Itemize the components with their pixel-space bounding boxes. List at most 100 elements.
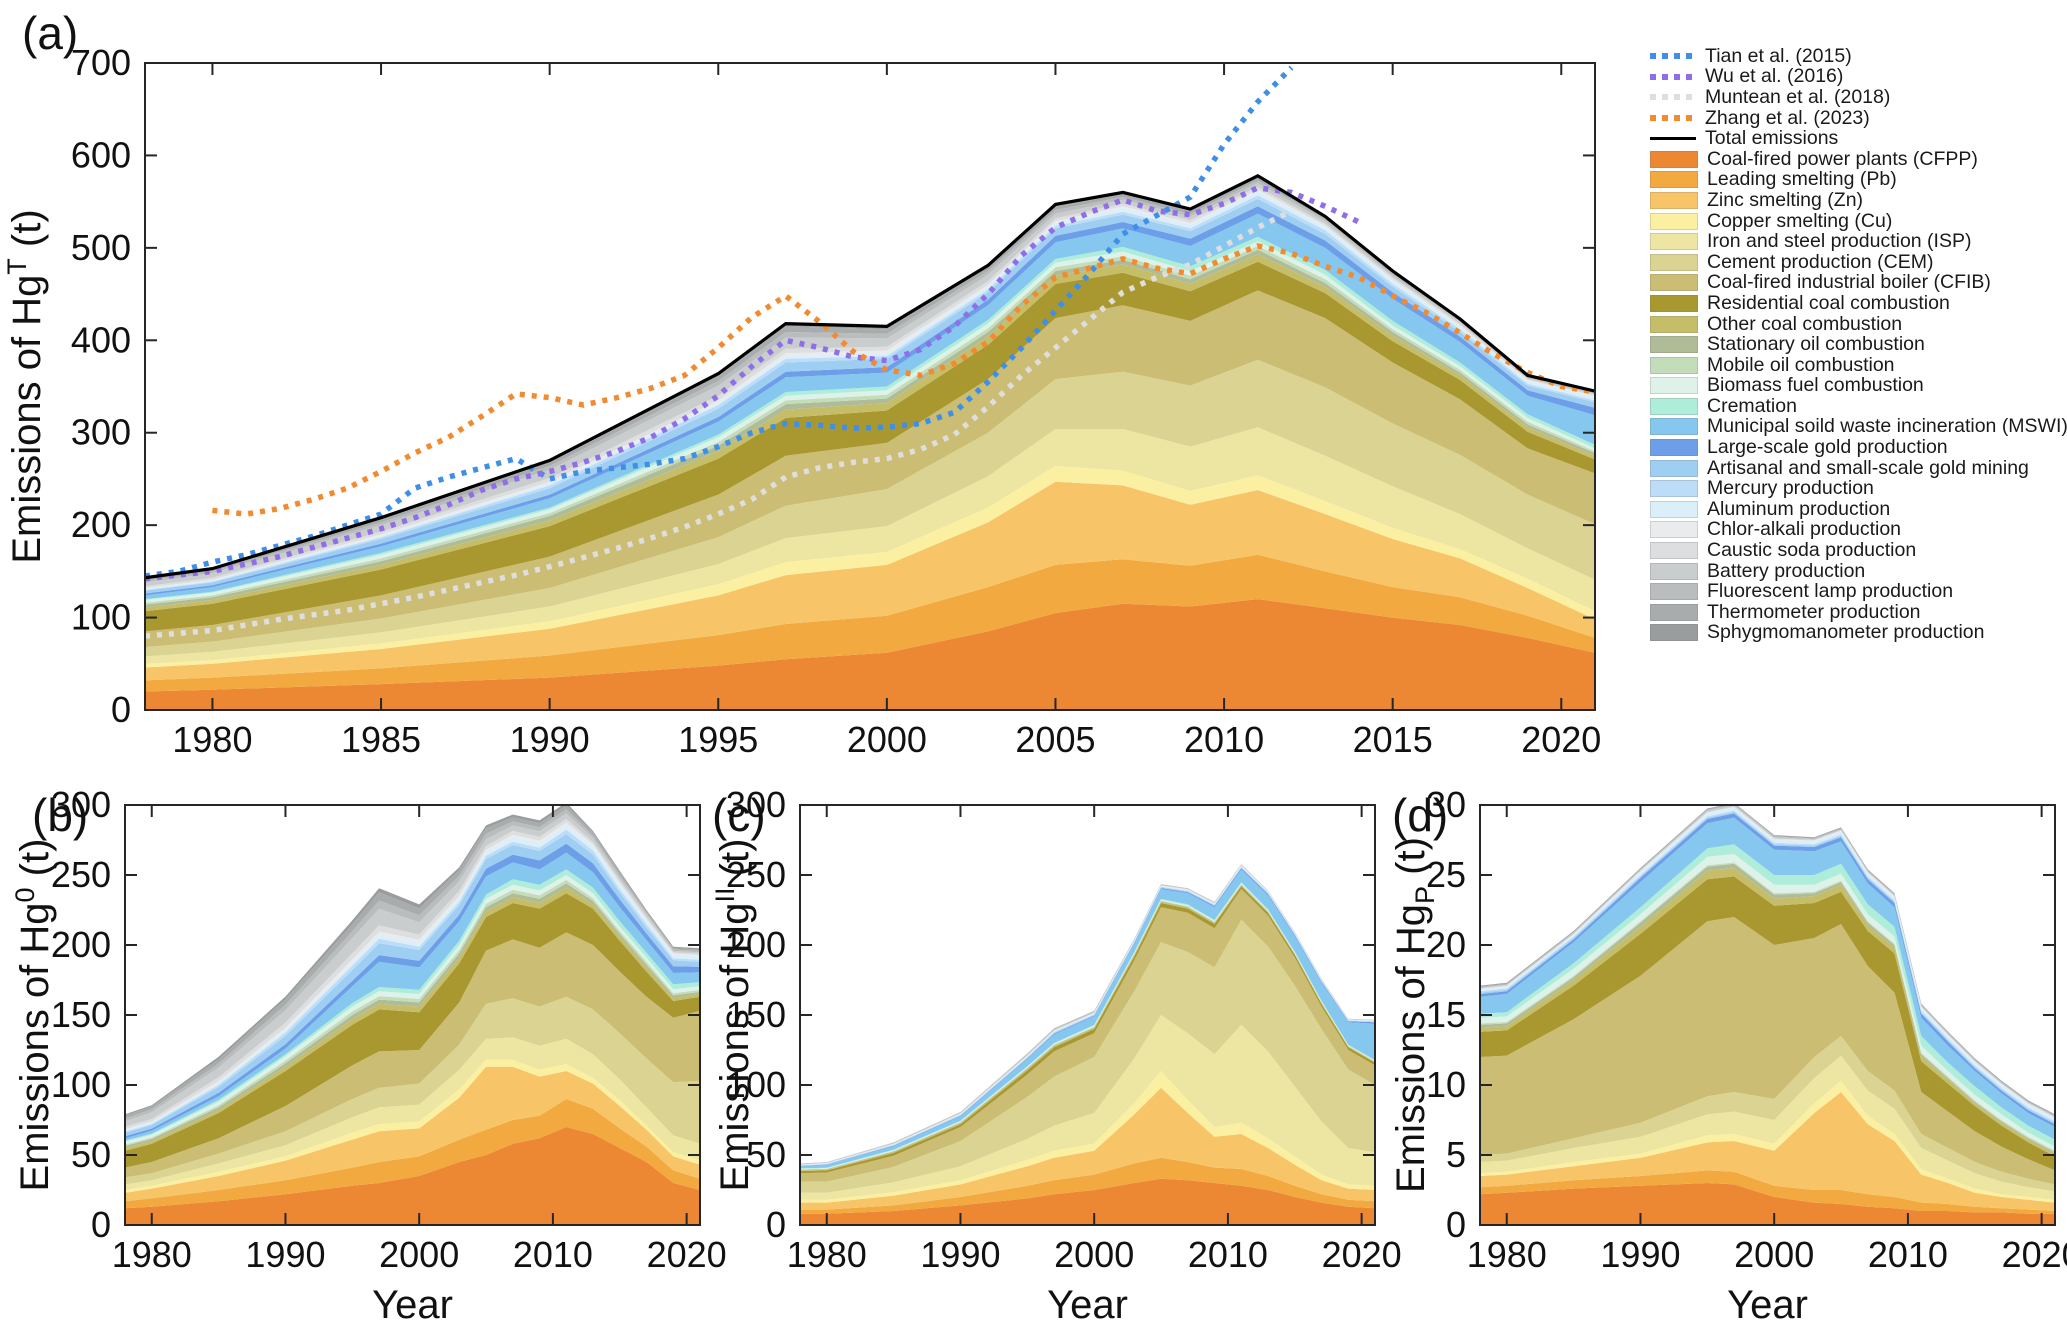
- legend-item-sphygmo: Sphygmomanometer production: [1650, 621, 2065, 644]
- legend-label: Large-scale gold production: [1707, 436, 1948, 459]
- panel-a-letter: (a): [22, 7, 79, 59]
- legend-dotted-line-swatch: [1650, 115, 1696, 122]
- legend-item-other_coal: Other coal combustion: [1650, 313, 2065, 335]
- panel-c-xtick-label: 2000: [1054, 1234, 1134, 1275]
- area-c-zn: [800, 1087, 1375, 1210]
- panel-b-ytick-label: 50: [71, 1134, 111, 1175]
- panel-b-ytick-label: 100: [51, 1064, 111, 1105]
- panel-c-xtick-label: 2020: [1322, 1234, 1402, 1275]
- panel-b-x-axis-title: Year: [372, 1283, 453, 1327]
- legend-item-chlor: Chlor-alkali production: [1650, 518, 2065, 541]
- panel-d-plot: 1980 1990 2000 2010 2020 0 5 10 15 20 25 30 Emission…: [1389, 784, 2067, 1327]
- panel-b-plot: 1980 1990 2000 2010 2020 0 50 100 150 200 250 300 Em…: [10, 784, 727, 1327]
- panel-d-xtick-label: 1990: [1600, 1234, 1680, 1275]
- area-b-battery: [125, 813, 700, 1127]
- legend-color-swatch: [1650, 336, 1698, 354]
- legend-dotted-line-swatch: [1650, 73, 1696, 80]
- panel-c-y-axis-title: Emissions of HgII​ (t): [710, 839, 757, 1192]
- legend-item-cfib: Coal-fired industrial boiler (CFIB): [1650, 271, 2065, 294]
- legend-item-mswi: Municipal soild waste incineration (MSWI…: [1650, 415, 2067, 438]
- panel-a-ytick-label: 200: [71, 504, 131, 545]
- area-d-res: [1480, 876, 2055, 1171]
- area-a-cfib: [145, 290, 1595, 648]
- panel-d-ytick-label: 20: [1426, 924, 1466, 965]
- legend-label: Caustic soda production: [1707, 539, 1917, 562]
- panel-a-ytick-label: 100: [71, 597, 131, 638]
- area-b-zn: [125, 1066, 700, 1202]
- area-d-cem: [1480, 1036, 2055, 1192]
- area-d-mswi: [1480, 817, 2055, 1140]
- legend-item-isp: Iron and steel production (ISP): [1650, 230, 2065, 253]
- legend-label: Thermometer production: [1707, 600, 1921, 623]
- legend-item-asgm: Artisanal and small-scale gold mining: [1650, 457, 2065, 479]
- legend-color-swatch: [1650, 171, 1698, 189]
- area-a-zn: [145, 481, 1595, 681]
- area-a-res: [145, 261, 1595, 632]
- legend-color-swatch: [1650, 439, 1698, 457]
- area-a-cem: [145, 359, 1595, 657]
- panel-a-xtick-label: 1980: [172, 719, 252, 760]
- panel-b-ytick-label: 0: [91, 1204, 111, 1245]
- legend-label: Chlor-alkali production: [1707, 518, 1902, 541]
- legend-label: Cement production (CEM): [1707, 250, 1934, 273]
- area-b-fluor: [125, 809, 700, 1122]
- panel-a-xtick-label: 1985: [341, 719, 421, 760]
- legend-color-swatch: [1650, 521, 1698, 539]
- area-d-cfib: [1480, 917, 2055, 1185]
- legend-label: Municipal soild waste incineration (MSWI…: [1707, 415, 2067, 438]
- legend-label: Total emissions: [1705, 127, 1839, 150]
- legend-item-pb: Leading smelting (Pb): [1650, 168, 2065, 190]
- legend-color-swatch: [1650, 418, 1698, 436]
- area-b-thermo: [125, 805, 700, 1119]
- area-a-cfpp: [145, 599, 1595, 710]
- panel-c-xtick-label: 1990: [920, 1234, 1000, 1275]
- area-c-cem: [800, 919, 1375, 1193]
- panel-c-ytick-label: 50: [746, 1134, 786, 1175]
- panel-a-xtick-label: 1995: [678, 719, 758, 760]
- panel-d-ytick-label: 30: [1426, 784, 1466, 825]
- legend-label: Residential coal combustion: [1707, 291, 1950, 314]
- panel-c-ytick-label: 200: [726, 924, 786, 965]
- panel-a-xtick-label: 2015: [1353, 719, 1433, 760]
- legend-color-swatch: [1650, 624, 1698, 642]
- panel-d-ytick-label: 10: [1426, 1064, 1466, 1105]
- legend-label: Biomass fuel combustion: [1707, 374, 1924, 397]
- legend-color-swatch: [1650, 253, 1698, 271]
- legend-label: Battery production: [1707, 559, 1866, 582]
- panel-a-ytick-label: 300: [71, 412, 131, 453]
- legend-label: Coal-fired power plants (CFPP): [1707, 147, 1978, 170]
- area-a-thermo: [145, 177, 1595, 581]
- legend-label: Mercury production: [1707, 477, 1874, 500]
- area-b-cfpp: [125, 1127, 700, 1225]
- panel-a-y-axis-title: Emissions of HgT​ (t): [2, 209, 49, 563]
- panel-a-xtick-label: 2020: [1521, 719, 1601, 760]
- legend-color-swatch: [1650, 542, 1698, 560]
- legend-label: Fluorescent lamp production: [1707, 580, 1954, 603]
- legend-item-caustic: Caustic soda production: [1650, 539, 2065, 562]
- panel-b-ytick-label: 250: [51, 854, 111, 895]
- legend-color-swatch: [1650, 603, 1698, 621]
- legend-label: Sphygmomanometer production: [1707, 621, 1985, 644]
- legend-label: Iron and steel production (ISP): [1707, 230, 1972, 253]
- legend-item-cfpp: Coal-fired power plants (CFPP): [1650, 147, 2065, 170]
- panel-c-xtick-label: 1980: [787, 1234, 867, 1275]
- legend-item-thermo: Thermometer production: [1650, 600, 2065, 623]
- legend-item-muntean: Muntean et al. (2018): [1650, 86, 2065, 108]
- panel-d-xtick-label: 1980: [1467, 1234, 1547, 1275]
- area-d-isp: [1480, 1055, 2055, 1200]
- legend-label: Copper smelting (Cu): [1707, 209, 1893, 232]
- legend: Tian et al. (2015) Wu et al. (2016) Muntea…: [1650, 44, 2067, 644]
- panel-d-ytick-label: 25: [1426, 854, 1466, 895]
- legend-item-aluminum: Aluminum production: [1650, 498, 2065, 520]
- legend-label: Coal-fired industrial boiler (CFIB): [1707, 271, 1991, 294]
- legend-item-wu: Wu et al. (2016): [1650, 65, 2065, 87]
- panel-a-ytick-label: 600: [71, 134, 131, 175]
- panel-d-y-axis-title: Emissions of HgP​ (t): [1389, 837, 1440, 1193]
- area-b-cu: [125, 1059, 700, 1193]
- panel-d-ytick-label: 5: [1446, 1134, 1466, 1175]
- panel-d-letter: (d): [1392, 789, 1449, 841]
- panel-c-ytick-label: 300: [726, 784, 786, 825]
- area-b-cfib: [125, 932, 700, 1178]
- legend-label: Tian et al. (2015): [1705, 44, 1852, 67]
- panel-b-ytick-label: 150: [51, 994, 111, 1035]
